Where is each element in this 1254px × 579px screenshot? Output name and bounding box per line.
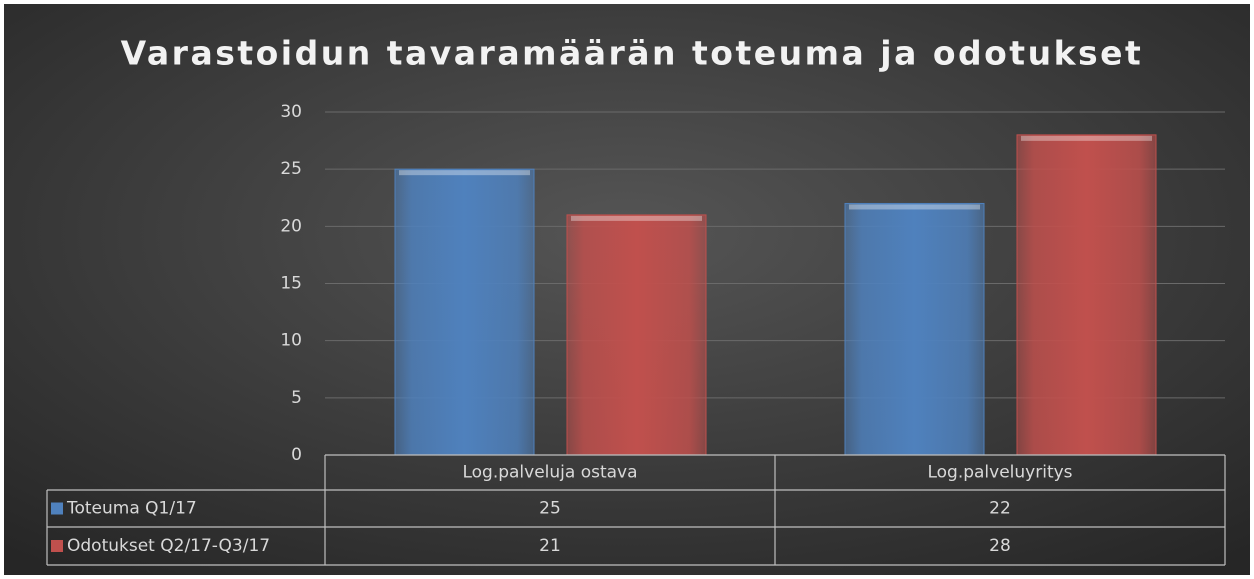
y-tick-label: 5 <box>291 388 302 408</box>
legend-marker <box>51 540 63 552</box>
table-value: 22 <box>989 499 1011 519</box>
table-value: 21 <box>539 536 561 556</box>
y-tick-label: 10 <box>280 331 302 351</box>
bar-bevel <box>399 170 530 176</box>
y-tick-label: 30 <box>280 102 302 122</box>
y-tick-label: 25 <box>280 159 302 179</box>
bar <box>1016 134 1157 456</box>
x-tick-label: Log.palveluyritys <box>927 463 1072 483</box>
bar <box>394 168 535 456</box>
bar <box>844 202 985 456</box>
bar-bevel <box>1021 135 1152 141</box>
y-tick-label: 20 <box>280 216 302 236</box>
y-tick-label: 0 <box>291 445 302 465</box>
x-tick-label: Log.palveluja ostava <box>462 463 637 483</box>
bar-bevel <box>849 204 980 210</box>
table-value: 28 <box>989 536 1011 556</box>
legend-marker <box>51 502 63 515</box>
legend-label: Odotukset Q2/17-Q3/17 <box>67 536 270 556</box>
table-value: 25 <box>539 499 561 519</box>
bar-bevel <box>571 215 702 221</box>
y-tick-label: 15 <box>280 274 302 294</box>
bar <box>566 214 707 456</box>
chart-title: Varastoidun tavaramäärän toteuma ja odot… <box>121 34 1144 73</box>
legend-label: Toteuma Q1/17 <box>66 499 197 519</box>
